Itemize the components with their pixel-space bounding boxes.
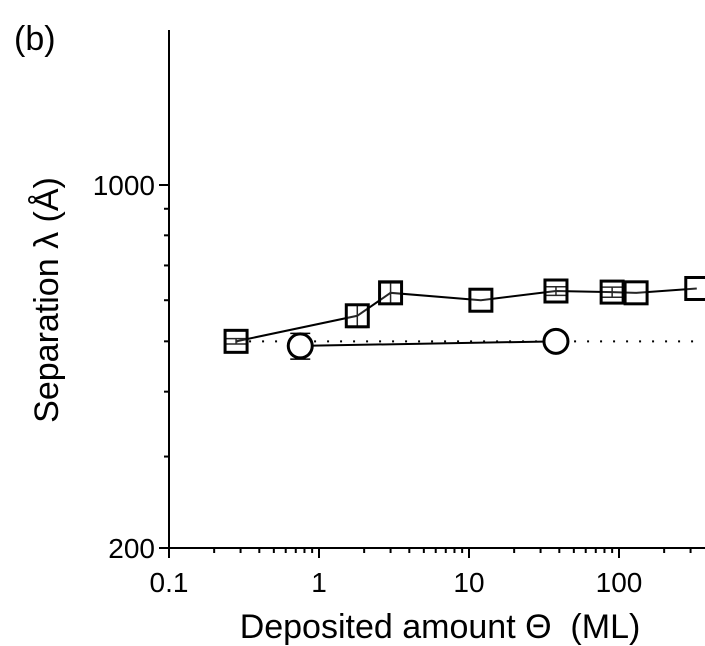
ticks bbox=[159, 184, 692, 558]
x-tick-label: 100 bbox=[596, 567, 643, 598]
series-2 bbox=[286, 327, 570, 360]
series-1 bbox=[223, 275, 705, 354]
circle-point bbox=[542, 327, 570, 355]
y-tick-label: 200 bbox=[108, 533, 155, 564]
series-layer bbox=[223, 275, 705, 360]
square-point bbox=[468, 287, 494, 313]
x-tick-label: 0.1 bbox=[150, 567, 189, 598]
x-tick-label: 10 bbox=[453, 567, 484, 598]
series-line bbox=[235, 287, 697, 343]
square-point bbox=[223, 328, 249, 354]
square-point bbox=[543, 278, 569, 304]
tick-labels: 0.1 1 10 100 200 1000 bbox=[93, 170, 643, 598]
x-tick-label: 1 bbox=[311, 567, 327, 598]
square-point bbox=[684, 275, 705, 301]
square-point bbox=[378, 280, 404, 306]
circle-point bbox=[286, 332, 314, 360]
series-line bbox=[300, 340, 556, 347]
x-axis-title: Deposited amount Θ (ML) bbox=[240, 608, 641, 646]
square-point bbox=[344, 303, 370, 329]
square-point bbox=[599, 279, 625, 305]
panel-label: (b) bbox=[14, 20, 56, 58]
square-point bbox=[623, 280, 649, 306]
y-tick-label: 1000 bbox=[93, 170, 155, 201]
y-axis-title: Separation λ (Å) bbox=[28, 177, 66, 423]
